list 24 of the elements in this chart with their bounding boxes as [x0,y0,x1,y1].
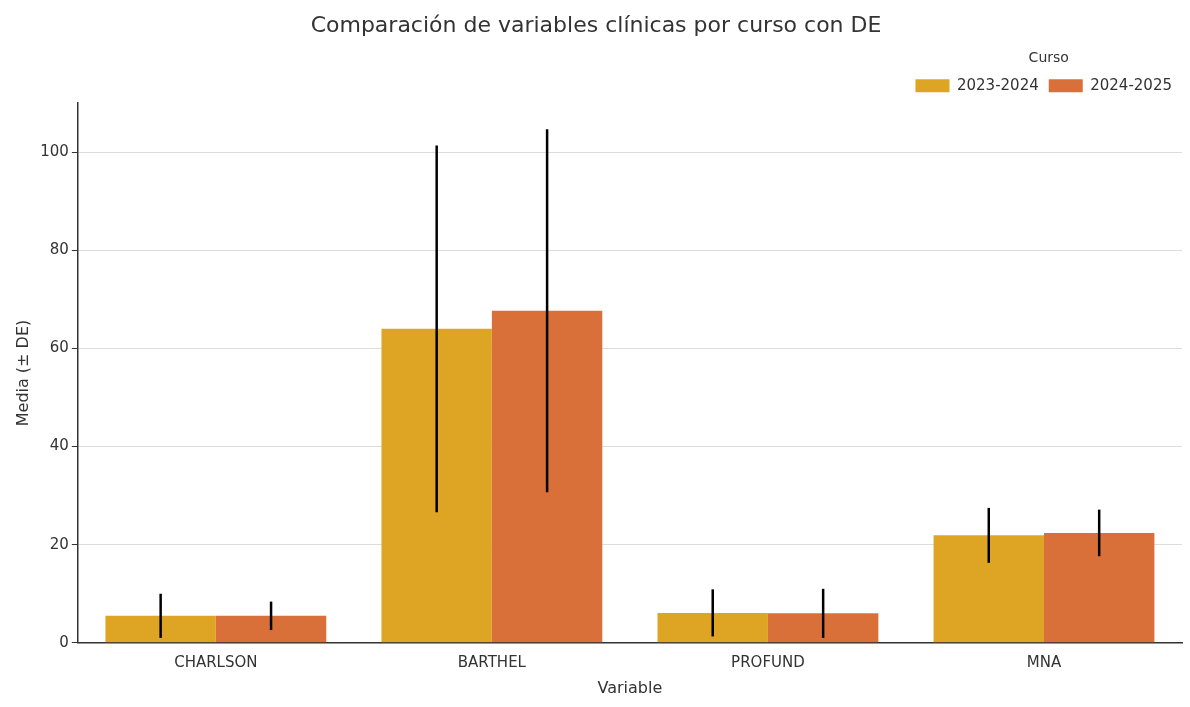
bar [105,615,216,643]
x-tick-label: PROFUND [731,652,805,671]
y-tick-label: 80 [49,240,69,259]
x-tick-label: CHARLSON [174,652,258,671]
bar [1043,532,1155,643]
x-tick-label: BARTHEL [457,652,527,671]
legend-title: Curso [1028,49,1069,66]
bar [381,328,492,643]
y-tick-label: 0 [59,632,69,651]
legend-label: 2024-2025 [1090,75,1173,94]
y-tick-label: 20 [49,534,69,553]
bar [767,613,879,643]
y-tick-label: 60 [49,338,69,357]
y-tick-label: 40 [49,436,69,455]
y-axis-title: Media (± DE) [12,319,32,427]
bar [657,612,768,643]
chart-title: Comparación de variables clínicas por curso con DE [310,11,882,37]
x-axis-title: Variable [597,677,663,697]
bar [933,535,1044,643]
y-tick-label: 100 [40,142,69,161]
bar [491,310,603,643]
x-tick-label: MNA [1026,652,1062,671]
bar [215,615,327,643]
legend-label: 2023-2024 [956,75,1039,94]
